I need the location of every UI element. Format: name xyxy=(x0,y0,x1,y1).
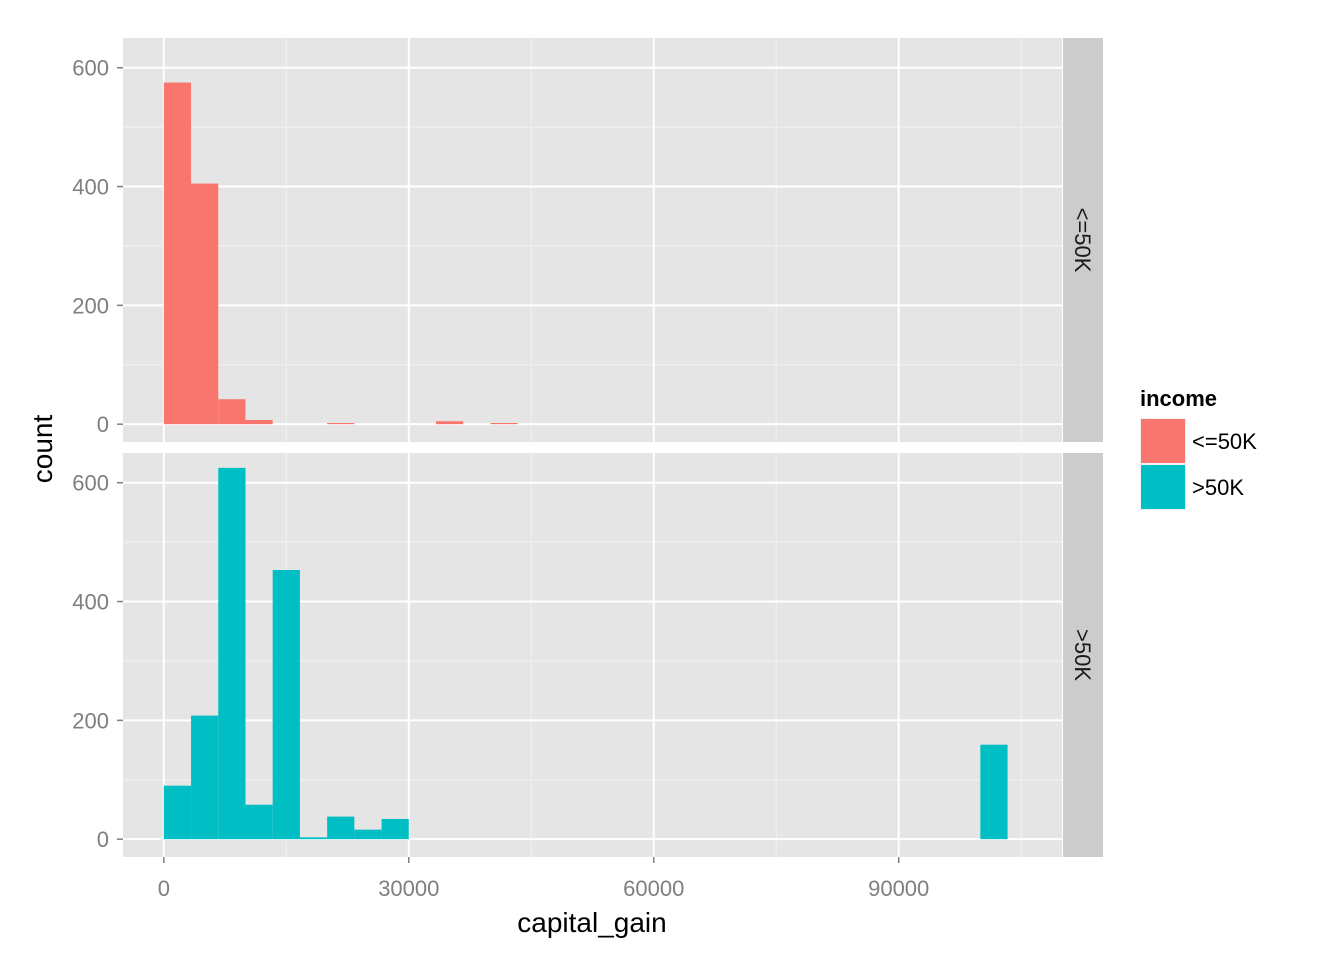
x-tick-label: 60000 xyxy=(623,876,684,901)
histogram-bar xyxy=(245,420,273,425)
panel-background xyxy=(123,453,1062,857)
facet-panels: 0 200 400 600 <=50K 0 200 400 600 >50K xyxy=(72,38,1103,857)
histogram-bar xyxy=(191,715,219,840)
histogram-bar xyxy=(218,467,246,840)
facet-strip-label: >50K xyxy=(1070,629,1095,681)
facet-strip xyxy=(1063,453,1103,857)
x-tick-label: 0 xyxy=(158,876,170,901)
legend-swatch xyxy=(1141,419,1185,463)
histogram-bar xyxy=(163,82,192,425)
facet-panel-2: 0 200 400 600 >50K xyxy=(72,453,1103,857)
y-tick-label: 400 xyxy=(72,175,109,200)
legend: income <=50K >50K xyxy=(1140,386,1257,510)
legend-title: income xyxy=(1140,386,1217,411)
histogram-bar xyxy=(299,837,328,840)
histogram-bar xyxy=(191,183,219,425)
facet-panel-1: 0 200 400 600 <=50K xyxy=(72,38,1103,442)
panel-background xyxy=(123,38,1062,442)
histogram-bar xyxy=(490,422,518,425)
facet-strip xyxy=(1063,38,1103,442)
histogram-bar xyxy=(245,804,273,840)
x-tick-label: 30000 xyxy=(378,876,439,901)
facet-strip-label: <=50K xyxy=(1070,208,1095,273)
histogram-bar xyxy=(354,829,382,840)
y-tick-label: 200 xyxy=(72,708,109,733)
histogram-bar xyxy=(218,399,246,425)
y-tick-label: 600 xyxy=(72,56,109,81)
histogram-bar xyxy=(381,818,409,840)
histogram-bar xyxy=(272,570,300,840)
legend-label: <=50K xyxy=(1192,429,1257,454)
x-axis-title: capital_gain xyxy=(517,907,666,938)
y-tick-label: 600 xyxy=(72,471,109,496)
legend-label: >50K xyxy=(1192,475,1244,500)
y-tick-label: 400 xyxy=(72,590,109,615)
histogram-bar xyxy=(327,422,355,425)
histogram-bar xyxy=(327,816,355,840)
histogram-bar xyxy=(435,421,464,425)
y-axis-title: count xyxy=(27,415,58,484)
y-tick-label: 0 xyxy=(97,827,109,852)
histogram-bar xyxy=(980,744,1008,840)
legend-swatch xyxy=(1141,465,1185,509)
y-tick-label: 200 xyxy=(72,293,109,318)
x-tick-label: 90000 xyxy=(868,876,929,901)
y-tick-label: 0 xyxy=(97,412,109,437)
x-axis: 0 30000 60000 90000 xyxy=(158,857,929,901)
histogram-bar xyxy=(163,785,192,840)
